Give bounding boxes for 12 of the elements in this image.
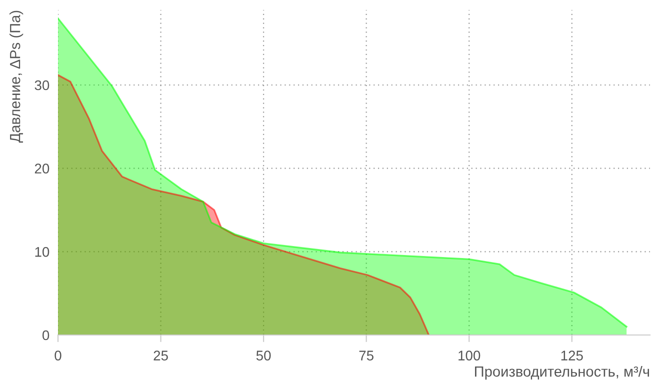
y-tick-label: 30 xyxy=(34,80,50,90)
x-tick-label: 0 xyxy=(54,350,62,360)
y-tick-label: 20 xyxy=(34,164,50,174)
y-axis-title: Давление, ΔPs (Па) xyxy=(10,10,24,143)
x-tick-label: 25 xyxy=(154,350,168,360)
y-tick-label: 10 xyxy=(35,247,50,257)
x-tick-label: 100 xyxy=(458,350,480,360)
x-tick-label: 75 xyxy=(359,350,374,360)
x-tick-label: 125 xyxy=(561,350,583,360)
x-tick-label: 50 xyxy=(256,350,271,360)
y-tick-label: 0 xyxy=(42,330,50,340)
x-axis-title: Производительность, м³/ч xyxy=(475,366,649,380)
